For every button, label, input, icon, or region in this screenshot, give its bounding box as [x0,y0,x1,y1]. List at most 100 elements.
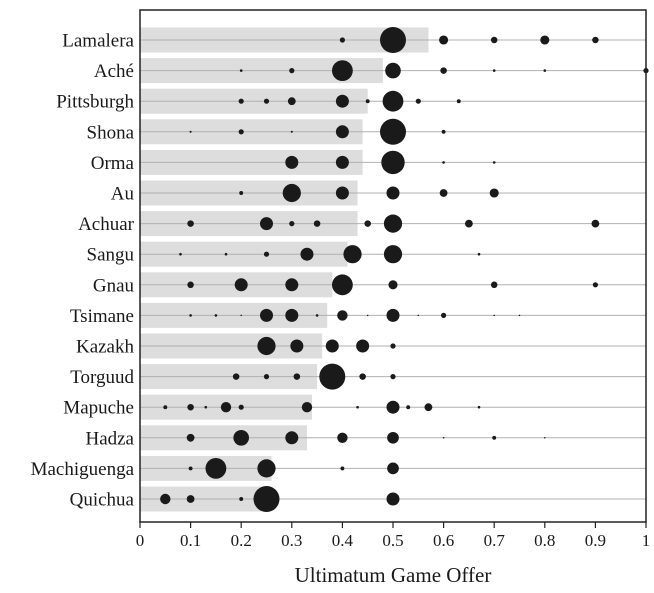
offer-dot [335,186,349,200]
offer-dot [238,404,244,410]
offer-dot [163,405,168,410]
offer-dot [289,221,295,227]
offer-dot [300,247,314,261]
offer-dot [465,219,473,228]
offer-dot [544,437,546,439]
offer-dot [592,282,599,288]
society-label-achuar: Achuar [78,214,135,235]
offer-dot [257,336,276,356]
offer-dot [337,310,348,321]
offer-dot [442,161,445,164]
offer-dot [189,314,192,317]
offer-dot [160,493,171,505]
society-label-mapuche: Mapuche [63,398,134,419]
offer-dot [490,281,498,289]
offer-dot [257,459,276,478]
offer-dot [287,97,296,106]
offer-dot [492,161,496,164]
offer-dot [518,314,521,317]
x-tick-label: 0.5 [382,531,403,550]
offer-dot [365,99,370,104]
offer-dot [238,98,244,104]
offer-dot [232,373,240,380]
offer-dot [417,314,420,317]
offer-dot [239,497,244,501]
offer-dot [440,67,447,74]
offer-dot [380,27,406,53]
x-tick-label: 0.2 [231,531,252,550]
offer-dot [592,36,599,44]
x-tick-label: 0.6 [433,531,454,550]
society-label-torguud: Torguud [70,367,134,388]
offer-dot [290,339,304,353]
x-tick-label: 0.9 [585,531,606,550]
offer-dot [385,62,401,79]
society-labels: Lamalera Aché Pittsburgh Shona Orma Au Achuar S… [31,31,135,511]
offer-dot [340,466,345,471]
offer-dot [386,186,400,200]
offer-dot [366,314,369,317]
offer-dot [383,245,403,264]
x-tick-label: 0 [136,531,145,550]
offer-dot [343,245,362,264]
society-label-tsimane: Tsimane [70,306,134,327]
offer-dot [289,68,295,74]
offer-dot [359,373,366,380]
society-label-gnau: Gnau [93,275,135,296]
offer-dot [332,274,353,296]
offer-dot [356,339,370,353]
society-label-ach: Aché [94,61,134,82]
offer-dot [415,98,421,104]
offer-dot [335,125,349,139]
offer-dot [239,69,243,72]
offer-dot [282,183,301,203]
offer-dot [214,314,218,317]
society-label-machiguenga: Machiguenga [31,459,135,480]
offer-dot [492,69,496,72]
society-label-lamalera: Lamalera [62,31,134,52]
offer-dot [335,94,349,108]
offer-dot [263,98,270,104]
offer-dot [390,343,396,349]
offer-dot [285,278,299,292]
x-tick-label: 0.4 [332,531,354,550]
society-label-pittsburgh: Pittsburgh [56,92,134,113]
x-tick-label: 1 [642,531,651,550]
society-label-quichua: Quichua [70,490,135,511]
offer-dot [313,220,321,227]
offer-dot [388,280,398,290]
x-tick-label: 0.7 [484,531,506,550]
offer-dot [186,433,195,442]
x-tick-label: 0.8 [534,531,555,550]
offer-dot [441,129,446,134]
offer-dot [337,432,348,443]
offer-dot [179,252,182,256]
offer-dot [285,308,299,322]
offer-dot [543,69,547,72]
offer-dot [186,495,195,503]
offer-dot [224,252,228,256]
offer-dot [591,219,600,228]
offer-dot [319,363,346,390]
offer-dot [188,466,193,471]
offer-dot [187,403,194,411]
offer-dot [406,405,411,410]
offer-dot [383,214,403,233]
offer-dot [220,402,232,413]
offer-dot [382,90,404,112]
offer-dot [442,437,445,439]
offer-dot [387,431,399,444]
x-tick-label: 0.3 [281,531,302,550]
offer-dot [424,403,433,412]
offer-dot [239,191,244,195]
offer-dot [364,220,371,227]
x-tick-label: 0.1 [180,531,201,550]
offer-dot [441,312,447,318]
offer-dot [390,374,396,380]
offer-dot [380,118,406,145]
society-label-shona: Shona [87,122,135,143]
offer-dot [387,462,399,475]
x-axis-title: Ultimatum Game Offer [295,563,492,587]
offer-dots [160,27,649,512]
